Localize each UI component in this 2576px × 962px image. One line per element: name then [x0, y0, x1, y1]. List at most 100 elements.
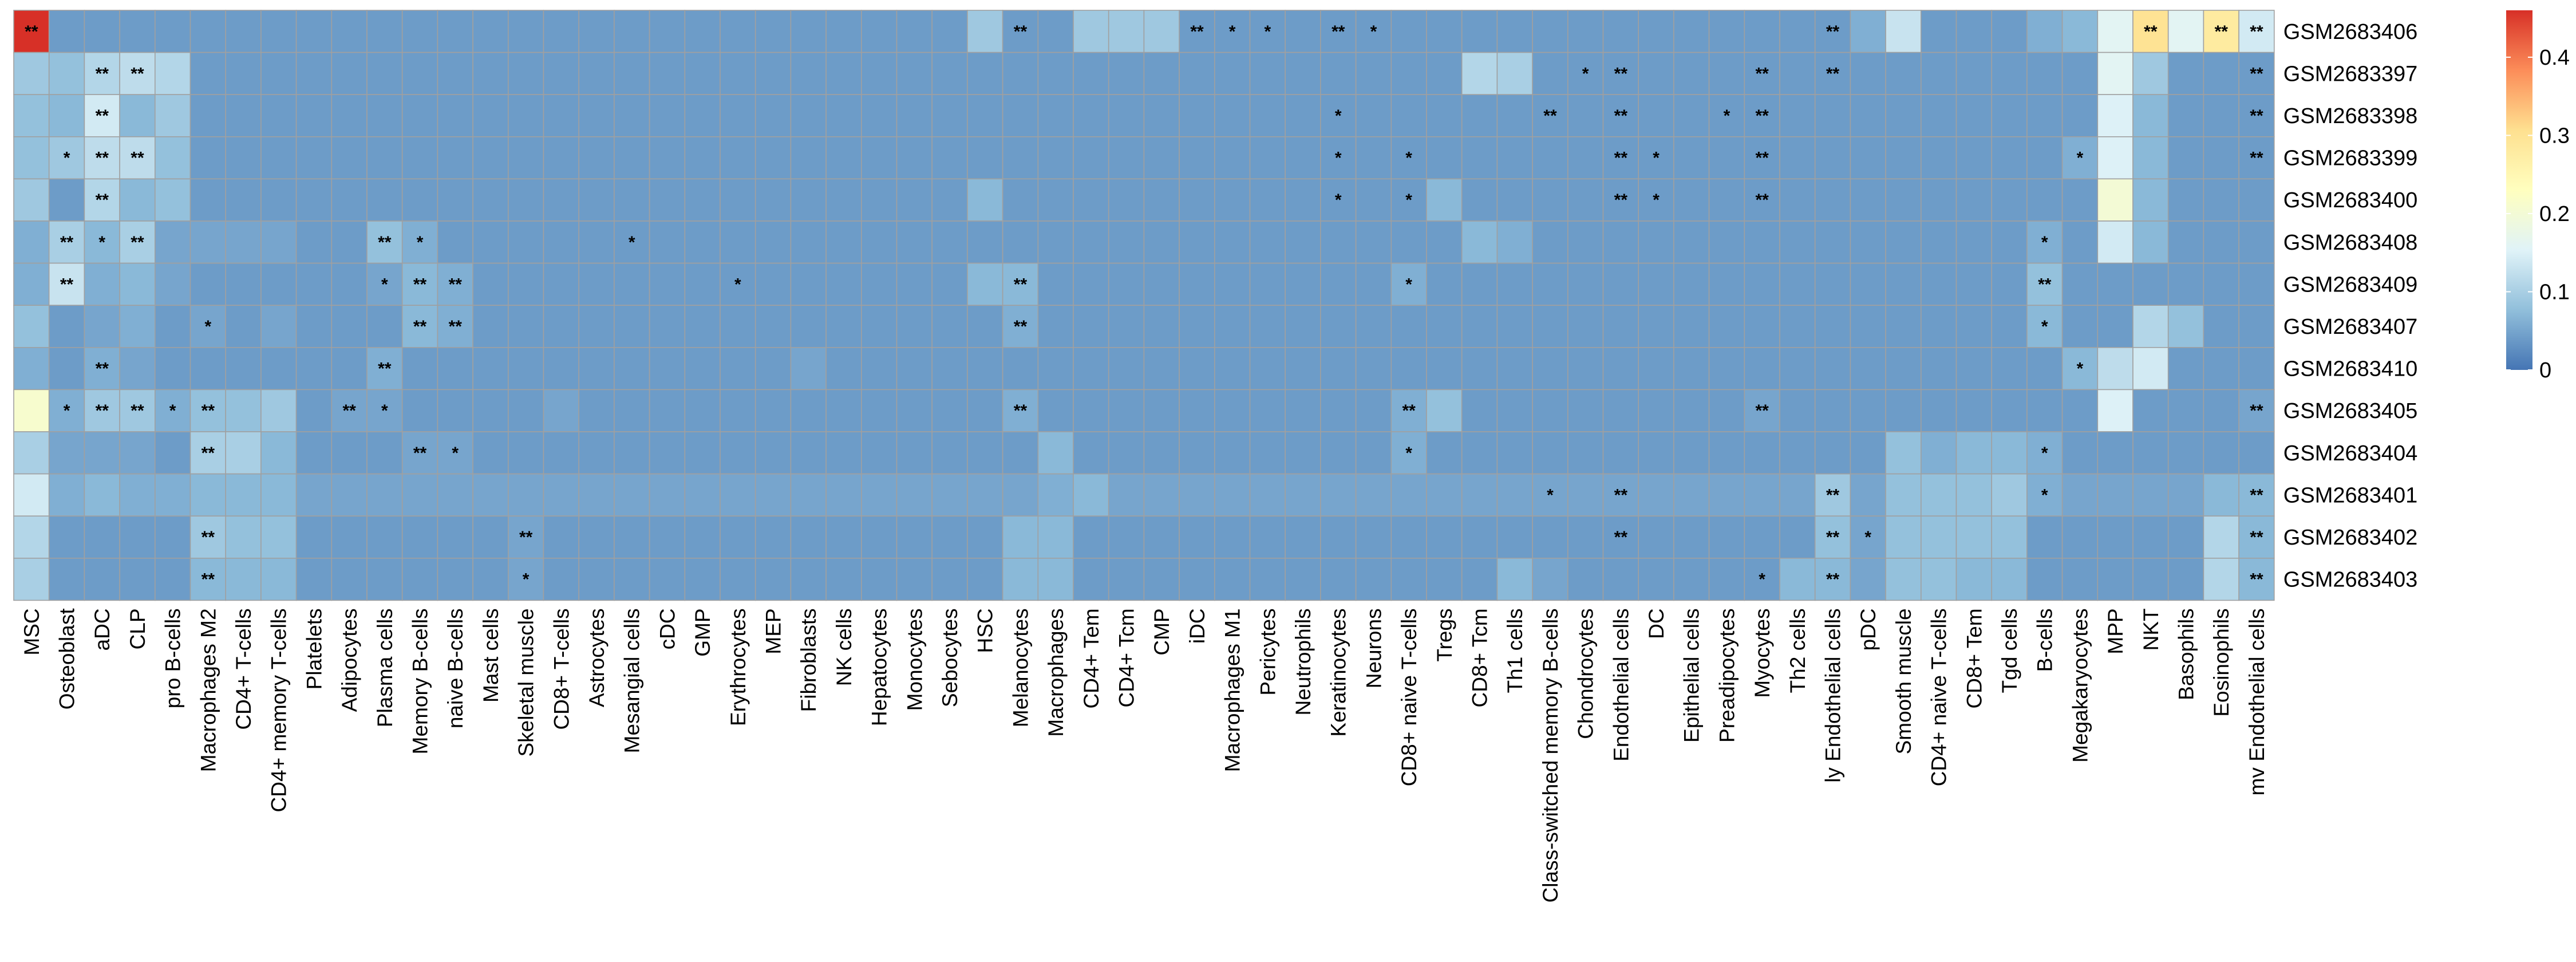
significance-marker: ** — [378, 360, 392, 379]
heatmap-cell — [1885, 557, 1922, 601]
heatmap-cell — [1850, 305, 1886, 348]
heatmap-cell — [507, 473, 544, 517]
heatmap-cell — [1991, 178, 2028, 222]
heatmap-cell — [437, 557, 473, 601]
heatmap-cell — [1744, 389, 1780, 432]
heatmap-cell — [967, 136, 1003, 180]
significance-marker: ** — [96, 401, 109, 420]
significance-marker: ** — [202, 528, 215, 547]
row-label: GSM2683404 — [2283, 441, 2417, 466]
heatmap-cell — [1779, 136, 1816, 180]
heatmap-cell — [1143, 305, 1180, 348]
heatmap-cell — [366, 557, 403, 601]
heatmap-cell — [614, 136, 650, 180]
heatmap-cell — [1744, 473, 1780, 517]
heatmap-cell — [2132, 515, 2169, 559]
heatmap-cell — [1567, 94, 1604, 137]
heatmap-cell — [614, 473, 650, 517]
heatmap-cell — [1179, 52, 1215, 95]
heatmap-cell — [1426, 136, 1463, 180]
heatmap-cell — [84, 262, 120, 306]
heatmap-cell — [189, 557, 227, 601]
heatmap-cell — [1921, 136, 1957, 180]
column-label: Astrocytes — [585, 608, 609, 707]
heatmap-cell — [119, 389, 156, 432]
heatmap-cell — [1037, 305, 1074, 348]
heatmap-cell — [48, 305, 85, 348]
heatmap-cell — [1744, 515, 1780, 559]
heatmap-cell — [1426, 515, 1463, 559]
significance-marker: ** — [1826, 528, 1840, 547]
heatmap-cell — [1108, 389, 1145, 432]
heatmap-cell — [578, 178, 615, 222]
heatmap-cell — [1991, 305, 2028, 348]
heatmap-cell — [1285, 178, 1321, 222]
heatmap-cell — [437, 305, 473, 348]
heatmap-cell — [1214, 178, 1251, 222]
heatmap-cell — [331, 220, 368, 264]
heatmap-cell — [861, 431, 898, 475]
heatmap-cell — [1390, 10, 1427, 53]
heatmap-cell — [1426, 52, 1463, 95]
colorbar-ticks: 0 0.1 0.2 0.3 0.4 — [2506, 46, 2570, 383]
heatmap-cell — [1602, 94, 1639, 137]
significance-marker: ** — [1402, 401, 1416, 420]
column-label: CD4+ Tem — [1080, 608, 1103, 708]
heatmap-cell — [260, 557, 297, 601]
heatmap-cell — [1179, 178, 1215, 222]
heatmap-cell — [2203, 515, 2239, 559]
heatmap-cell — [1426, 346, 1463, 391]
heatmap-cell — [1179, 305, 1215, 348]
heatmap-cell — [1602, 305, 1639, 348]
row-label: GSM2683397 — [2283, 62, 2417, 86]
heatmap-cell — [1673, 473, 1710, 517]
heatmap-cell — [1602, 389, 1639, 432]
column-label: Neutrophils — [1291, 608, 1315, 715]
heatmap-cell — [790, 220, 827, 264]
heatmap-cell — [1567, 10, 1604, 53]
heatmap-cell — [507, 262, 544, 306]
heatmap-cell — [1143, 10, 1180, 53]
heatmap-cell — [189, 389, 227, 432]
heatmap-cell — [225, 178, 262, 222]
heatmap-cell — [48, 346, 85, 391]
heatmap-cell — [507, 220, 544, 264]
heatmap-cell — [2061, 52, 2099, 95]
heatmap-cell — [1955, 220, 1993, 264]
heatmap-cell — [437, 178, 473, 222]
significance-marker: * — [1335, 107, 1342, 125]
heatmap-cell — [754, 346, 792, 391]
heatmap-cell — [1249, 557, 1286, 601]
heatmap-cell — [225, 346, 262, 391]
heatmap-cell — [1214, 52, 1251, 95]
heatmap-cell — [84, 94, 120, 137]
heatmap-cell — [861, 346, 898, 391]
heatmap-cell — [295, 346, 333, 391]
heatmap-cell — [1532, 389, 1568, 432]
heatmap-cell — [1461, 178, 1498, 222]
heatmap-cell — [1814, 473, 1851, 517]
heatmap-cell — [1426, 220, 1463, 264]
significance-marker: ** — [2250, 149, 2263, 168]
heatmap-cell — [931, 557, 968, 601]
heatmap-cell — [154, 10, 191, 53]
heatmap-cell — [649, 262, 686, 306]
significance-marker: * — [1229, 22, 1236, 41]
heatmap-cell — [754, 10, 792, 53]
heatmap-cell — [1744, 52, 1780, 95]
heatmap-cell — [225, 473, 262, 517]
heatmap-cell — [543, 305, 580, 348]
heatmap-cell — [1850, 557, 1886, 601]
heatmap-cell — [2132, 136, 2169, 180]
column-label: Megakaryocytes — [2068, 608, 2092, 762]
heatmap-cell — [1638, 52, 1674, 95]
heatmap-cell — [1002, 346, 1039, 391]
heatmap-cell — [2061, 10, 2099, 53]
heatmap-cell — [649, 346, 686, 391]
heatmap-cell — [472, 305, 509, 348]
heatmap-cell — [295, 515, 333, 559]
heatmap-cell — [2026, 262, 2063, 306]
heatmap-cell — [1002, 262, 1039, 306]
heatmap-cell — [720, 473, 756, 517]
significance-marker: ** — [96, 149, 109, 168]
